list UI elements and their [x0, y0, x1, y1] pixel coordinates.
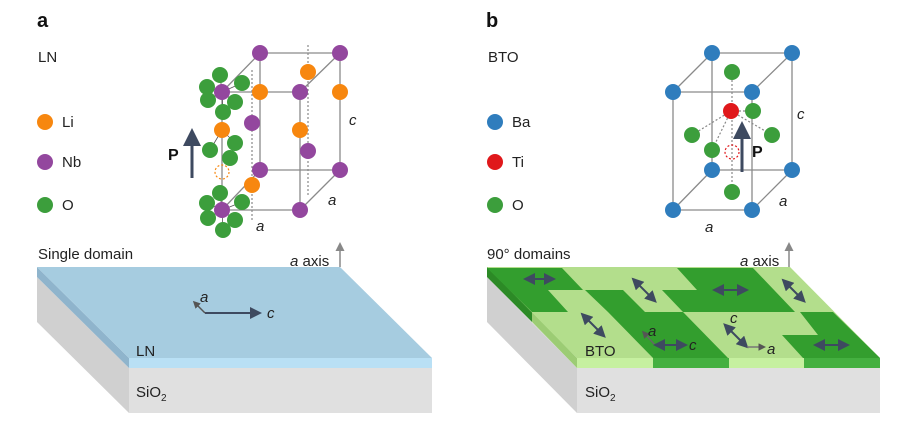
oxygen-atoms [199, 67, 250, 238]
ln-slab: Single domain a axis a c LN SiO2 [37, 242, 432, 413]
substrate-label: SiO2 [136, 384, 167, 404]
legend-li-icon [37, 114, 53, 130]
slab-title: 90° domains [487, 246, 571, 263]
film-label: BTO [585, 343, 616, 360]
ba-atoms [665, 45, 800, 218]
a-direction-arrow-icon [192, 300, 206, 314]
legend-ti-label: Ti [512, 154, 524, 171]
legend-ba-icon [487, 114, 503, 130]
bto-crystal-structure: P c a a [665, 45, 805, 236]
ti-atom [723, 103, 739, 119]
material-label-ln: LN [38, 49, 57, 66]
a-axis-label: a axis [740, 253, 779, 270]
nb-atoms [214, 45, 348, 218]
legend-o-icon [37, 197, 53, 213]
slab-title: Single domain [38, 246, 133, 263]
a-axis-label: a axis [290, 253, 329, 270]
domain-a-label: a [767, 341, 775, 358]
domain-c-label: c [689, 337, 697, 354]
sio2-substrate [129, 368, 432, 413]
panel-a: a LN Li Nb O [37, 10, 432, 413]
li-vacancy-icon [214, 164, 230, 180]
axis-a-label: a [328, 192, 336, 209]
substrate-label: SiO2 [585, 384, 616, 404]
domain-arrows [523, 273, 850, 351]
axis-a-label: a [705, 219, 713, 236]
axis-a-label: a [779, 193, 787, 210]
legend-ba-label: Ba [512, 114, 531, 131]
polarization-label: P [752, 144, 763, 161]
ln-crystal-structure: P c a a [168, 45, 357, 238]
axis-c-label: c [349, 112, 357, 129]
legend-nb-icon [37, 154, 53, 170]
film-label: LN [136, 343, 155, 360]
legend-b: Ba Ti O [487, 114, 531, 214]
bto-slab: 90° domains a axis [487, 242, 880, 413]
li-atoms [214, 64, 348, 193]
panel-label-a: a [37, 10, 49, 32]
double-arrow-icon [781, 278, 806, 303]
legend-nb-label: Nb [62, 154, 81, 171]
legend-ti-icon [487, 154, 503, 170]
panel-b: b BTO Ba Ti O P c a a [486, 10, 880, 413]
double-arrow-icon [580, 312, 606, 338]
dark-domains [487, 268, 880, 358]
sio2-substrate [577, 368, 880, 413]
axis-c-label: c [797, 106, 805, 123]
domain-c-label: c [730, 310, 738, 327]
c-direction-arrow-icon [723, 323, 749, 349]
legend-o-icon [487, 197, 503, 213]
ti-center-icon [724, 144, 740, 160]
legend-a: Li Nb O [37, 114, 81, 214]
in-plane-a-label: a [200, 289, 208, 306]
oxygen-atoms [684, 64, 780, 200]
domain-a-label: a [648, 323, 656, 340]
polarization-label: P [168, 147, 179, 164]
double-arrow-icon [631, 277, 657, 303]
axis-a-label: a [256, 218, 264, 235]
in-plane-c-label: c [267, 305, 275, 322]
legend-li-label: Li [62, 114, 74, 131]
legend-o-label: O [62, 197, 74, 214]
legend-o-label: O [512, 197, 524, 214]
material-label-bto: BTO [488, 49, 519, 66]
panel-label-b: b [486, 10, 498, 32]
